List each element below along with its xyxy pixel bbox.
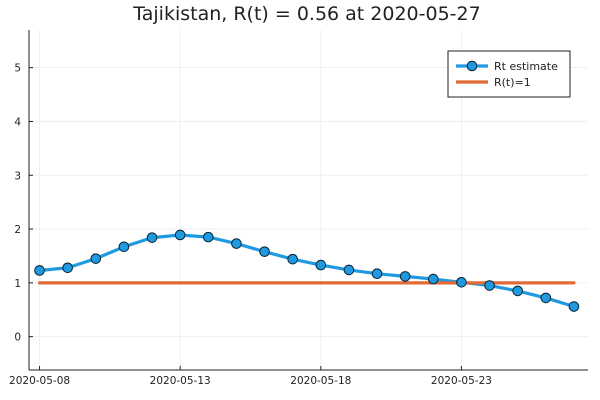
y-tick-label: 3 <box>14 170 21 182</box>
rt-estimate-point <box>231 238 242 249</box>
y-tick-label: 2 <box>14 224 21 236</box>
x-tick-label: 2020-05-08 <box>9 375 70 387</box>
rt-estimate-point <box>146 232 158 243</box>
x-tick-label: 2020-05-18 <box>290 375 351 387</box>
rt-estimate-point <box>399 271 411 282</box>
rt-estimate-point <box>484 280 495 291</box>
y-tick-label: 4 <box>14 116 21 128</box>
legend-marker <box>466 60 478 72</box>
rt-estimate-point <box>34 265 45 276</box>
series-markers <box>34 229 580 312</box>
rt-estimate-point <box>90 253 102 264</box>
legend-label: R(t)=1 <box>494 76 531 89</box>
x-tick-label: 2020-05-23 <box>431 375 492 387</box>
rt-estimate-point <box>371 268 383 280</box>
rt-estimate-point <box>568 301 580 312</box>
rt-estimate-point <box>287 253 298 265</box>
legend-box <box>447 50 571 98</box>
legend-label: Rt estimate <box>494 60 558 73</box>
rt-estimate-point <box>203 231 214 243</box>
y-tick-label: 1 <box>14 278 21 290</box>
rt-estimate-point <box>174 229 186 241</box>
rt-estimate-point <box>62 262 73 274</box>
rt-estimate-point <box>512 285 523 297</box>
rt-estimate-point <box>343 264 355 276</box>
y-tick-label: 5 <box>14 63 21 75</box>
legend: Rt estimate R(t)=1 <box>447 50 571 98</box>
rt-estimate-point <box>428 273 439 285</box>
chart-title: Tajikistan, R(t) = 0.56 at 2020-05-27 <box>132 3 480 25</box>
rt-estimate-point <box>118 241 130 253</box>
y-tick-label: 0 <box>14 332 21 344</box>
x-tick-label: 2020-05-13 <box>150 375 211 387</box>
rt-estimate-point <box>540 292 552 304</box>
axes: 0 1 2 3 4 5 2020-05-08 2020-05-13 2020-05-18 2020… <box>9 30 588 387</box>
rt-estimate-point <box>259 246 270 257</box>
rt-estimate-point <box>456 277 467 288</box>
rt-estimate-point <box>315 259 327 271</box>
